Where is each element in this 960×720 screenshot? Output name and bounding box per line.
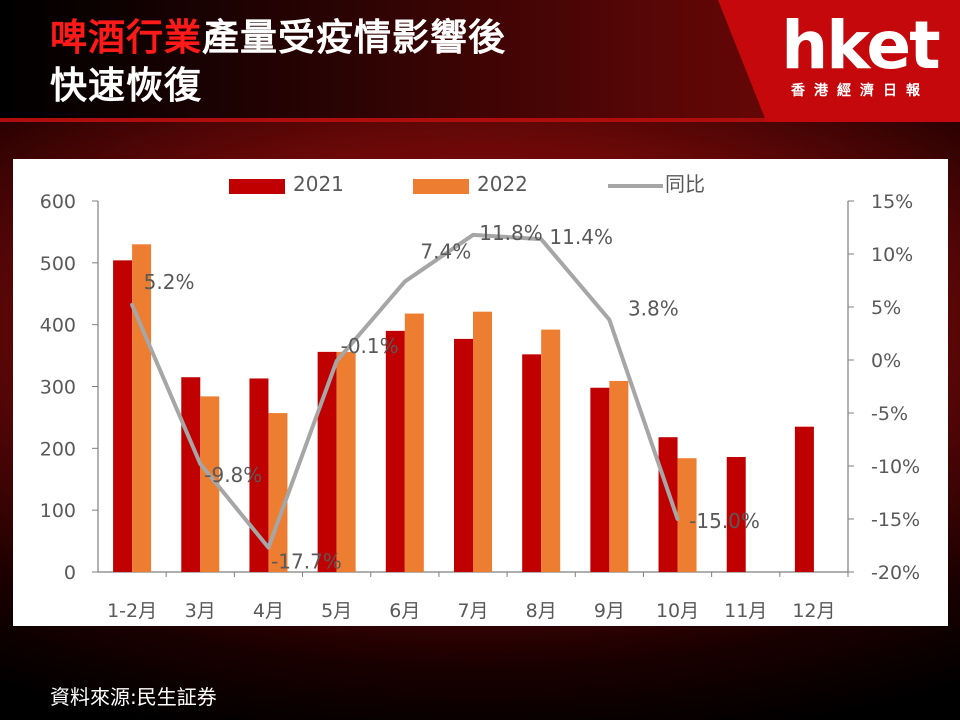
title-line-2: 快速恢復 [50, 64, 202, 107]
bar-2021 [113, 260, 133, 572]
title-highlight: 啤酒行業 [50, 16, 202, 59]
legend-label-2022: 2022 [477, 172, 528, 196]
chart-panel: 0 100 200 300 400 500 600 -20% -15% -10% -5% 0% 5% 10… [13, 159, 948, 626]
y-right-tick-label: -5% [871, 403, 908, 425]
chart-svg: 0 100 200 300 400 500 600 -20% -15% -10% -5% 0% 5% 10… [40, 172, 920, 622]
title-line-1: 啤酒行業產量受疫情影響後 [50, 14, 506, 62]
x-tick-label: 12月 [792, 600, 835, 622]
bar-2021 [794, 426, 814, 572]
legend-swatch-2022 [413, 179, 469, 194]
y-tick-label: 100 [40, 500, 76, 522]
y-right-tick-label: -20% [871, 562, 920, 584]
bar-2021 [658, 437, 678, 572]
bar-2021 [522, 354, 542, 572]
brand-subtitle: 香港經濟日報 [791, 83, 929, 99]
x-tick-label: 3月 [185, 600, 216, 622]
header-divider [0, 118, 960, 122]
x-tick-label: 10月 [656, 600, 699, 622]
yoy-line [130, 232, 680, 550]
y-right-tick-label: -15% [871, 509, 920, 531]
x-tick-label: 11月 [724, 600, 767, 622]
y-tick-label: 400 [40, 315, 76, 337]
x-tick-label: 9月 [594, 600, 625, 622]
legend-label-yoy: 同比 [665, 172, 705, 196]
bar-2022 [473, 311, 492, 572]
bar-2021 [385, 330, 405, 572]
page-title: 啤酒行業產量受疫情影響後 快速恢復 [50, 14, 506, 110]
y-right-tick-label: -10% [871, 456, 920, 478]
x-tick-label: 8月 [526, 600, 557, 622]
bar-2021 [454, 338, 473, 572]
bar-2021 [590, 387, 610, 572]
yoy-data-label: -0.1% [341, 334, 399, 358]
title-rest: 產量受疫情影響後 [202, 16, 506, 59]
bar-2021 [317, 351, 337, 572]
y-right-tick-label: 10% [871, 244, 913, 266]
bar-2022 [200, 396, 220, 572]
legend-label-2021: 2021 [293, 172, 344, 196]
bar-2021 [726, 456, 746, 572]
y-tick-label: 200 [40, 438, 76, 460]
yoy-data-label: -17.7% [271, 550, 342, 574]
x-tick-label: 1-2月 [107, 600, 157, 622]
y-right-tick-label: 5% [871, 297, 901, 319]
brand-logo: hket [781, 7, 940, 84]
source-note: 資料來源:民生証券 [50, 685, 217, 709]
bar-2022 [677, 458, 697, 572]
y-tick-label: 600 [40, 191, 76, 213]
bar-2022 [268, 413, 288, 572]
x-tick-label: 5月 [321, 600, 352, 622]
y-tick-label: 500 [40, 253, 76, 275]
yoy-data-label: 3.8% [628, 297, 679, 321]
bar-2022 [609, 380, 629, 572]
yoy-data-label: 11.4% [549, 225, 613, 249]
x-tick-label: 6月 [389, 600, 420, 622]
y-right-tick-label: 0% [871, 350, 901, 372]
yoy-data-label: 7.4% [420, 240, 471, 264]
yoy-data-label: 11.8% [479, 221, 543, 245]
y-tick-label: 300 [40, 377, 76, 399]
y-tick-label: 0 [64, 562, 76, 584]
bar-2022 [132, 244, 152, 572]
bar-2021 [181, 377, 201, 572]
y-right-tick-label: 15% [871, 191, 913, 213]
bar-2022 [404, 313, 424, 572]
x-tick-label: 4月 [253, 600, 284, 622]
bar-2022 [541, 329, 561, 572]
x-tick-label: 7月 [457, 600, 488, 622]
yoy-data-label: -9.8% [204, 463, 262, 487]
legend-swatch-2021 [229, 179, 285, 194]
yoy-data-label: -15.0% [689, 509, 760, 533]
bar-2021 [249, 378, 269, 572]
bar-2022 [336, 351, 356, 572]
yoy-data-label: 5.2% [144, 270, 195, 294]
